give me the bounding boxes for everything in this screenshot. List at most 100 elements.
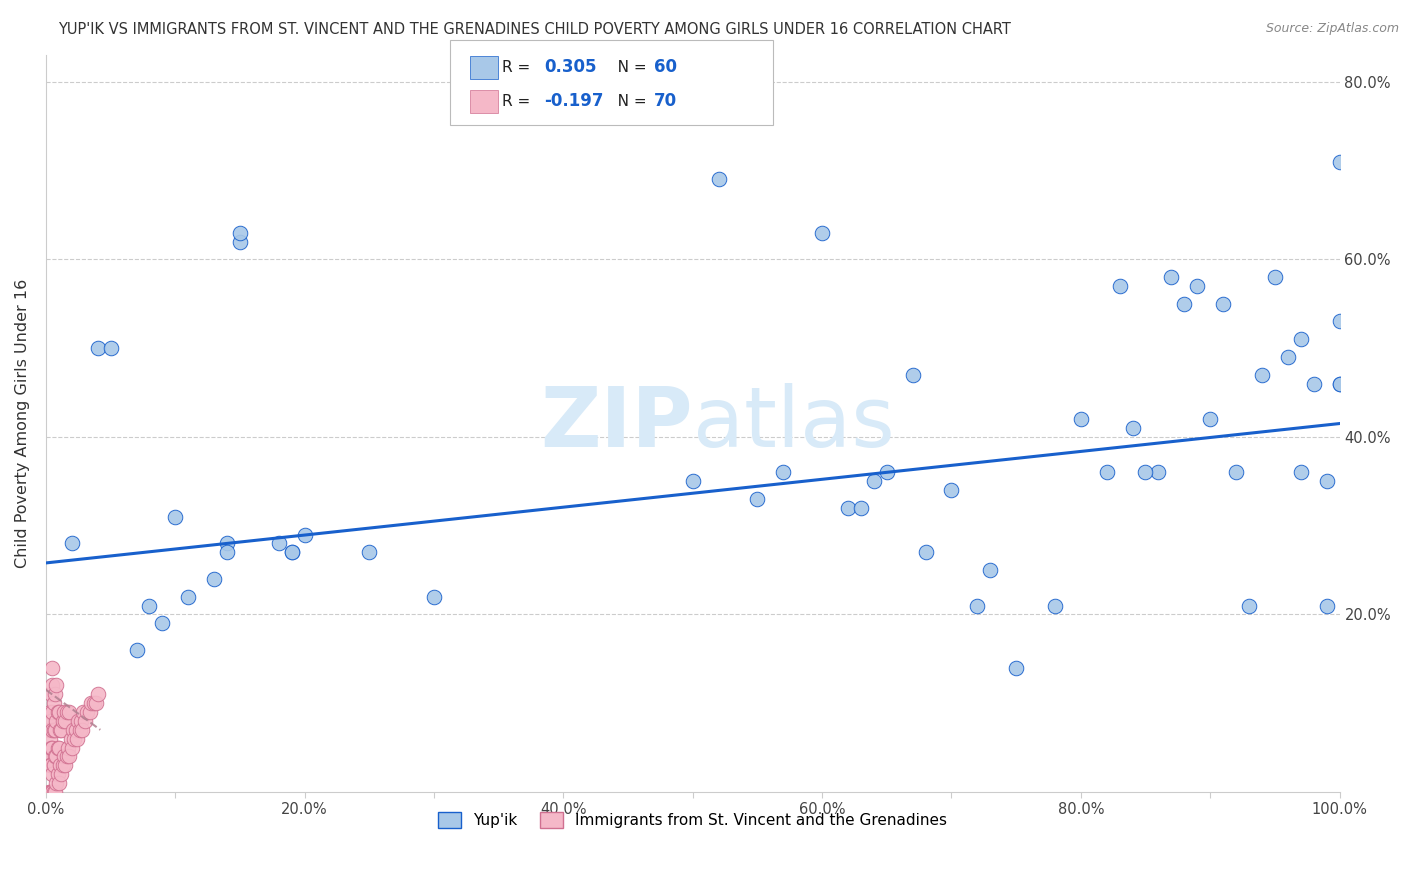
Text: Source: ZipAtlas.com: Source: ZipAtlas.com — [1265, 22, 1399, 36]
Point — [1316, 599, 1339, 613]
Point — [39, 740, 62, 755]
Point — [76, 705, 98, 719]
Point — [966, 599, 988, 613]
Point — [48, 776, 70, 790]
Point — [1070, 412, 1092, 426]
Point — [1095, 466, 1118, 480]
Point — [39, 714, 62, 728]
Point — [849, 500, 872, 515]
Point — [138, 599, 160, 613]
Point — [1160, 270, 1182, 285]
Text: YUP'IK VS IMMIGRANTS FROM ST. VINCENT AND THE GRENADINES CHILD POVERTY AMONG GIR: YUP'IK VS IMMIGRANTS FROM ST. VINCENT AN… — [58, 22, 1011, 37]
Text: R =: R = — [502, 60, 536, 75]
Point — [52, 714, 75, 728]
Point — [1289, 332, 1312, 346]
Point — [60, 536, 83, 550]
Point — [53, 758, 76, 772]
Point — [53, 749, 76, 764]
Point — [42, 723, 65, 737]
Point — [53, 714, 76, 728]
Legend: Yup'ik, Immigrants from St. Vincent and the Grenadines: Yup'ik, Immigrants from St. Vincent and … — [430, 805, 955, 836]
Point — [38, 785, 60, 799]
Point — [1329, 376, 1351, 391]
Point — [56, 740, 79, 755]
Point — [45, 749, 67, 764]
Point — [38, 749, 60, 764]
Point — [38, 731, 60, 746]
Point — [202, 572, 225, 586]
Point — [39, 785, 62, 799]
Point — [281, 545, 304, 559]
Point — [41, 740, 63, 755]
Point — [1329, 376, 1351, 391]
Point — [45, 776, 67, 790]
Text: 60: 60 — [654, 58, 676, 77]
Point — [42, 758, 65, 772]
Point — [914, 545, 936, 559]
Point — [1122, 421, 1144, 435]
Point — [73, 714, 96, 728]
Point — [53, 705, 76, 719]
Text: R =: R = — [502, 94, 536, 109]
Point — [59, 731, 82, 746]
Point — [62, 723, 84, 737]
Point — [1173, 296, 1195, 310]
Text: N =: N = — [603, 60, 651, 75]
Point — [86, 341, 108, 355]
Point — [1277, 350, 1299, 364]
Point — [70, 714, 93, 728]
Point — [55, 749, 77, 764]
Point — [772, 466, 794, 480]
Point — [44, 687, 66, 701]
Point — [66, 731, 89, 746]
Point — [165, 509, 187, 524]
Point — [44, 749, 66, 764]
Point — [1302, 376, 1324, 391]
Point — [682, 475, 704, 489]
Point — [941, 483, 963, 497]
Point — [72, 705, 94, 719]
Point — [51, 767, 73, 781]
Point — [1135, 466, 1157, 480]
Point — [41, 767, 63, 781]
Text: -0.197: -0.197 — [544, 93, 603, 111]
Point — [48, 740, 70, 755]
Point — [58, 749, 80, 764]
Text: ZIP: ZIP — [540, 383, 693, 464]
Point — [150, 616, 173, 631]
Point — [44, 785, 66, 799]
Point — [41, 785, 63, 799]
Point — [67, 714, 90, 728]
Point — [1225, 466, 1247, 480]
Point — [38, 705, 60, 719]
Point — [1187, 279, 1209, 293]
Point — [215, 536, 238, 550]
Point — [41, 723, 63, 737]
Point — [229, 226, 252, 240]
Y-axis label: Child Poverty Among Girls Under 16: Child Poverty Among Girls Under 16 — [15, 279, 30, 568]
Point — [86, 687, 108, 701]
Point — [45, 714, 67, 728]
Point — [41, 678, 63, 692]
Point — [177, 590, 200, 604]
Point — [901, 368, 924, 382]
Point — [267, 536, 290, 550]
Point — [1237, 599, 1260, 613]
Point — [876, 466, 898, 480]
Point — [79, 705, 101, 719]
Point — [125, 643, 148, 657]
Point — [1329, 314, 1351, 328]
Point — [42, 785, 65, 799]
Point — [63, 731, 86, 746]
Point — [215, 545, 238, 559]
Point — [49, 723, 72, 737]
Point — [100, 341, 122, 355]
Text: atlas: atlas — [693, 383, 894, 464]
Text: 0.305: 0.305 — [544, 58, 596, 77]
Point — [979, 563, 1001, 577]
Point — [69, 723, 91, 737]
Point — [38, 758, 60, 772]
Point — [38, 785, 60, 799]
Text: 70: 70 — [654, 93, 676, 111]
Point — [1329, 154, 1351, 169]
